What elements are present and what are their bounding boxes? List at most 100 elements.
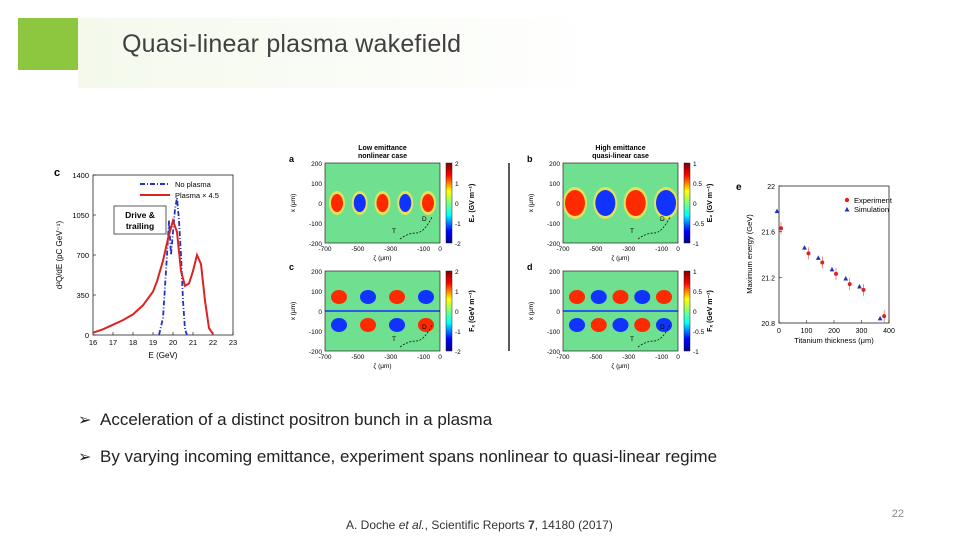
experiment-point: [861, 287, 866, 292]
colorbar: [683, 162, 691, 244]
colorbar-tick-label: 1: [455, 181, 459, 188]
map-title-a: Low emittance: [358, 145, 407, 152]
bullet-2: ➢ By varying incoming emittance, experim…: [78, 447, 717, 467]
colorbar-tick-label: -1: [693, 241, 699, 248]
map-x-label: ζ (μm): [611, 363, 629, 370]
field-lobe: [625, 190, 646, 216]
energy-x-label: Titanium thickness (μm): [794, 336, 874, 345]
colorbar-tick-label: -1: [693, 349, 699, 356]
marker-d: D: [422, 216, 427, 223]
bullet-2-text: By varying incoming emittance, experimen…: [100, 447, 718, 466]
experiment-point: [779, 226, 783, 231]
arrow-right-icon: ➢: [78, 412, 92, 429]
marker-t: T: [392, 336, 396, 343]
map-y-label: x (μm): [290, 194, 297, 213]
map-y-tick-label: 0: [556, 309, 560, 316]
field-lobe: [590, 318, 607, 332]
field-lobe: [595, 190, 616, 216]
marker-d: D: [660, 324, 665, 331]
experiment-point: [820, 260, 825, 265]
legend-marker-experiment: [844, 197, 850, 203]
field-lobe: [360, 290, 376, 304]
map-y-tick-label: -200: [309, 241, 322, 248]
spectrum-x-tick-label: 22: [209, 338, 217, 347]
spectrum-y-tick-label: 1400: [72, 171, 89, 180]
colorbar-tick-label: -1: [455, 329, 461, 336]
spectrum-x-tick-label: 21: [189, 338, 197, 347]
panel-label-c: c: [54, 167, 60, 179]
citation-rest: , 14180 (2017): [534, 518, 613, 532]
map-x-label: ζ (μm): [373, 363, 391, 370]
colorbar-tick-label: -0.5: [693, 329, 705, 336]
field-lobe: [418, 290, 434, 304]
map-x-tick-label: -100: [417, 246, 430, 253]
title-bar: [78, 18, 960, 88]
colorbar-tick-label: 0.5: [693, 181, 702, 188]
field-lobe: [389, 290, 405, 304]
spectrum-line-no-plasma: [158, 197, 188, 336]
map-x-tick-label: 0: [676, 354, 680, 361]
simulation-point: [843, 275, 849, 281]
field-lobe: [612, 318, 629, 332]
colorbar-label: E₂ (GV m⁻¹): [707, 184, 714, 223]
arrow-right-icon: ➢: [78, 449, 92, 466]
map-y-tick-label: 0: [318, 309, 322, 316]
beam-profile: [399, 324, 433, 348]
colorbar: [683, 270, 691, 352]
map-y-tick-label: 100: [311, 289, 322, 296]
field-lobe: [612, 290, 629, 304]
energy-y-tick-label: 22: [767, 184, 775, 191]
map-x-tick-label: -700: [556, 354, 569, 361]
field-lobe: [569, 290, 585, 304]
marker-d: D: [422, 324, 427, 331]
map-x-tick-label: -700: [318, 354, 331, 361]
spectrum-series: [92, 197, 214, 336]
map-x-label: ζ (μm): [373, 255, 391, 262]
map-y-tick-label: 200: [549, 269, 560, 276]
map-frame: [562, 162, 679, 244]
energy-y-tick-label: 21.2: [761, 275, 775, 282]
spectrum-y-tick-label: 350: [76, 291, 89, 300]
colorbar-tick-label: 0: [455, 309, 459, 316]
experiment-point: [806, 251, 811, 256]
map-y-tick-label: -200: [547, 349, 560, 356]
spectrum-y-ticks: 1400 1050 700 350 0: [72, 171, 96, 340]
panel-label-a: a: [289, 154, 295, 164]
field-lobe: [331, 290, 347, 304]
inset-text: Drive & trailing: [125, 210, 155, 231]
map-x-tick-label: -300: [622, 246, 635, 253]
spectrum-x-tick-label: 18: [129, 338, 137, 347]
marker-d: D: [660, 216, 665, 223]
citation-journal: , Scientific Reports: [424, 518, 529, 532]
field-lobe: [418, 318, 434, 332]
experiment-point: [834, 271, 838, 276]
bullet-1: ➢ Acceleration of a distinct positron bu…: [78, 410, 492, 430]
field-lobe: [634, 290, 651, 304]
spectrum-x-tick-label: 20: [169, 338, 177, 347]
beam-profile: [399, 216, 433, 240]
map-x-tick-label: -300: [384, 246, 397, 253]
field-lobe: [656, 190, 676, 216]
energy-y-label: Maximum energy (GeV): [745, 214, 754, 294]
map-x-tick-label: -500: [351, 246, 364, 253]
map-y-tick-label: -100: [547, 221, 560, 228]
map-x-tick-label: -500: [589, 246, 602, 253]
map-x-tick-label: -700: [556, 246, 569, 253]
energy-y-tick-label: 20.8: [761, 321, 775, 328]
colorbar-label: E₂ (GV m⁻¹): [469, 184, 476, 223]
field-lobe: [656, 290, 672, 304]
field-lobe: [331, 318, 347, 332]
map-x-tick-label: -500: [589, 354, 602, 361]
simulation-point: [815, 255, 821, 260]
simulation-point: [857, 283, 862, 289]
spectrum-x-tick-label: 23: [229, 338, 237, 347]
map-y-tick-label: 100: [311, 181, 322, 188]
energy-x-tick-label: 100: [801, 328, 813, 335]
colorbar-tick-label: -1: [455, 221, 461, 228]
map-y-tick-label: -100: [309, 329, 322, 336]
map-frame: [562, 270, 679, 352]
map-y-tick-label: 200: [311, 269, 322, 276]
map-x-tick-label: -300: [622, 354, 635, 361]
map-title-b: High emittance: [595, 145, 645, 152]
